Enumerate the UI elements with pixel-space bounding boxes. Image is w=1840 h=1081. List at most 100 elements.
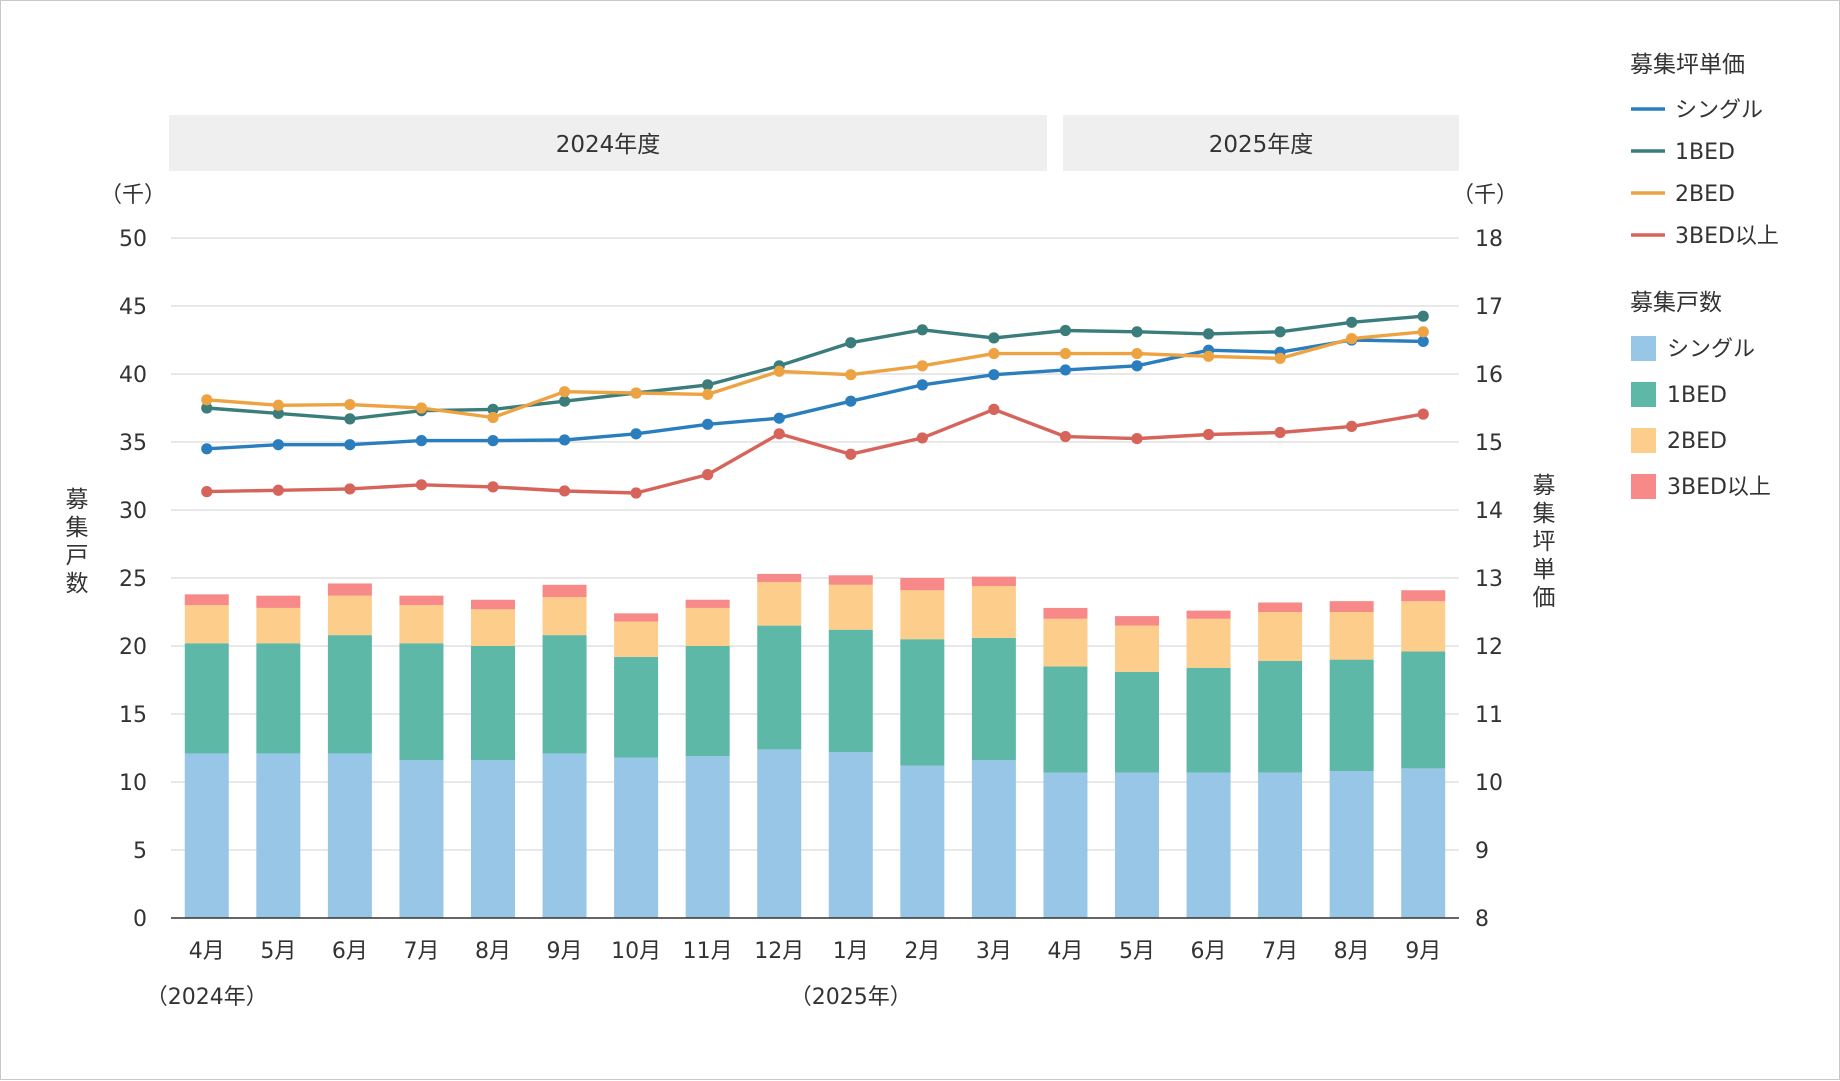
right-tick-label: 12: [1475, 635, 1503, 660]
bar-segment: [327, 753, 372, 918]
line-point: [1202, 428, 1215, 441]
line-series: [206, 330, 1424, 420]
bar-segment: [900, 578, 945, 591]
bar-segment: [1401, 601, 1446, 652]
left-tick-label: 15: [119, 703, 147, 728]
bar-segment: [1258, 772, 1303, 918]
x-tick-label: 5月: [260, 939, 296, 964]
bar-segment: [757, 749, 802, 918]
fiscal-year-header: 2024年度 2025年度: [169, 115, 1459, 171]
line-point: [415, 435, 428, 447]
legend-bar-label: 2BED: [1667, 429, 1727, 454]
x-tick-label: 6月: [1191, 939, 1227, 964]
line-point: [988, 403, 1000, 415]
line-point: [916, 432, 928, 444]
bar-segment: [399, 595, 444, 606]
x-tick-label: 9月: [1405, 939, 1441, 964]
bar-segment: [256, 753, 301, 918]
bar-segment: [1043, 618, 1088, 667]
line-point: [1059, 430, 1072, 443]
bar-segment: [685, 599, 730, 608]
right-tick-label: 11: [1475, 703, 1503, 728]
line-point: [1202, 350, 1215, 362]
right-tick-label: 10: [1475, 771, 1503, 796]
legend-line-label: 3BED以上: [1675, 224, 1779, 249]
bar-segment: [471, 609, 515, 646]
line-point: [558, 386, 571, 398]
line-point: [1059, 364, 1072, 376]
line-point: [1417, 326, 1429, 338]
line-point: [1131, 348, 1143, 360]
line-point: [702, 469, 714, 481]
left-tick-label: 20: [119, 635, 147, 660]
line-point: [201, 402, 213, 414]
line-point: [988, 348, 1000, 360]
line-point: [916, 324, 928, 336]
bar-segment: [184, 594, 229, 606]
line-point: [272, 439, 284, 451]
bar-segment: [971, 637, 1016, 761]
legend-line-title: 募集坪単価: [1630, 52, 1745, 78]
fiscal-year-band: [169, 115, 1047, 171]
left-tick-label: 40: [119, 363, 147, 388]
line-point: [1274, 426, 1286, 439]
legend-line-label: シングル: [1675, 98, 1763, 123]
bar-segment: [614, 656, 659, 758]
bar-segment: [1115, 625, 1159, 672]
left-tick-label: 35: [119, 431, 147, 456]
fiscal-year-label: 2025年度: [1209, 132, 1314, 158]
x-tick-label: 6月: [332, 939, 368, 964]
x-tick-label: 4月: [1047, 939, 1083, 964]
line-point: [272, 399, 284, 411]
right-tick-label: 17: [1475, 295, 1503, 320]
bar-segment: [828, 584, 873, 630]
bar-segment: [471, 599, 515, 610]
line-point: [558, 395, 571, 407]
line-point: [272, 407, 284, 420]
line-point: [702, 418, 714, 430]
bar-segment: [1329, 601, 1374, 612]
legend-line-label: 2BED: [1675, 182, 1735, 207]
x-tick-label: 8月: [475, 939, 511, 964]
line-point: [1059, 348, 1072, 360]
line-point: [272, 484, 284, 496]
bar-segment: [900, 765, 945, 918]
right-tick-label: 18: [1475, 227, 1503, 252]
bar-segment: [184, 753, 229, 918]
bar-segment: [685, 756, 730, 918]
bar-segment: [327, 635, 372, 754]
line-point: [916, 360, 928, 372]
x-tick-label: 1月: [833, 939, 869, 964]
line-point: [773, 412, 785, 424]
x-tick-label: 8月: [1334, 939, 1370, 964]
legend-bar-swatch: [1631, 336, 1656, 361]
line-point: [415, 479, 428, 491]
x-tick-label: 9月: [547, 939, 583, 964]
bar-segment: [471, 760, 515, 918]
bar-segment: [542, 635, 587, 754]
bar-segment: [327, 595, 372, 636]
legend-bar-title: 募集戸数: [1630, 290, 1722, 316]
left-tick-label: 0: [133, 907, 147, 932]
line-point: [1417, 310, 1429, 322]
bar-segment: [1186, 618, 1231, 668]
legend-bar-label: シングル: [1667, 337, 1755, 362]
bar-segment: [828, 575, 873, 585]
line-point: [1202, 328, 1215, 340]
bar-series-group: [184, 573, 1446, 918]
x-year-label: （2024年）: [146, 985, 268, 1010]
line-point: [558, 434, 571, 446]
bar-segment: [256, 595, 301, 608]
bar-segment: [1329, 612, 1374, 660]
bar-segment: [900, 639, 945, 766]
legend-bar-swatch: [1631, 382, 1656, 407]
x-year-label: （2025年）: [790, 985, 912, 1010]
bar-segment: [399, 760, 444, 918]
x-tick-label: 10月: [611, 939, 661, 964]
bar-segment: [1186, 772, 1231, 918]
left-tick-label: 10: [119, 771, 147, 796]
bar-segment: [471, 646, 515, 761]
bar-segment: [614, 621, 659, 657]
